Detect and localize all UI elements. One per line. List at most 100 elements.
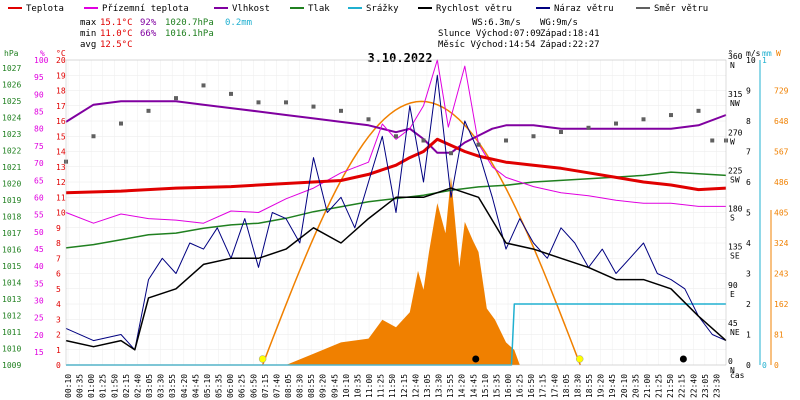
wind-speed-avg: WS:6.3m/s xyxy=(472,18,521,28)
axis-hpa-tick-13: 1022 xyxy=(2,147,21,156)
axis-temp-tick-5: 5 xyxy=(56,285,61,294)
wind-direction-point xyxy=(146,108,151,113)
axis-pct-tick-12: 75 xyxy=(34,142,44,151)
wind-direction-point xyxy=(394,134,398,139)
x-tick-30: 12:40 xyxy=(411,374,420,398)
wind-direction-point xyxy=(91,134,96,139)
axis-mm-unit: mm xyxy=(762,49,772,58)
axis-temp-tick-10: 10 xyxy=(56,209,66,218)
axis-dir-tick-7: 315 xyxy=(728,90,743,99)
axis-temp-tick-0: 0 xyxy=(56,361,61,370)
x-tick-7: 03:05 xyxy=(145,374,154,398)
axis-pct-tick-5: 40 xyxy=(34,262,44,271)
axis-dir-tick-5: 225 xyxy=(728,166,743,175)
axis-w-tick-3: 243 xyxy=(774,270,789,279)
x-tick-18: 07:40 xyxy=(272,374,281,398)
wind-direction-point xyxy=(229,91,233,96)
axis-w-tick-4: 324 xyxy=(774,239,789,248)
axis-pct-tick-15: 90 xyxy=(34,90,44,99)
x-tick-48: 20:10 xyxy=(620,374,629,398)
x-tick-38: 16:00 xyxy=(504,374,513,398)
axis-w-unit: W xyxy=(776,49,781,58)
axis-hpa-tick-18: 1027 xyxy=(2,64,21,73)
moonset-text: Západ:22:27 xyxy=(540,40,600,50)
wind-direction-point xyxy=(476,142,481,147)
axis-w-tick-0: 0 xyxy=(774,361,779,370)
sunset-text: Západ:18:41 xyxy=(540,29,600,39)
axis-dir-label-4: S xyxy=(730,214,735,223)
axis-ms-tick-2: 2 xyxy=(746,300,751,309)
wind-direction-point xyxy=(421,138,426,143)
legend-label-4: Srážky xyxy=(366,4,399,14)
x-tick-11: 04:45 xyxy=(191,374,200,398)
axis-hpa-tick-1: 1010 xyxy=(2,345,21,354)
chart-legend: Teplota Přízemní teplota Vlhkost Tlak Srážky… xyxy=(8,4,708,14)
axis-mm-tick-0: 0 xyxy=(762,361,767,370)
axis-dir-label-1: NE xyxy=(730,328,740,337)
axis-pct-tick-4: 35 xyxy=(34,279,44,288)
sun-moon-info: WS:6.3m/s WG:9m/s Slunce Východ:07:09 Zá… xyxy=(438,18,600,50)
legend-label-6: Náraz větru xyxy=(554,4,614,14)
solar-theoretical-line xyxy=(261,100,582,366)
x-tick-49: 20:35 xyxy=(631,374,640,398)
axis-pct-tick-7: 50 xyxy=(34,228,44,237)
wind-direction-point xyxy=(119,121,123,126)
x-tick-13: 05:35 xyxy=(215,374,224,398)
axis-ms-tick-3: 3 xyxy=(746,270,751,279)
axis-dir-tick-2: 90 xyxy=(728,281,738,290)
x-tick-24: 10:10 xyxy=(342,374,351,398)
x-tick-2: 01:00 xyxy=(87,374,96,398)
axis-temp-tick-1: 1 xyxy=(56,346,61,355)
sun-marker-0 xyxy=(258,355,267,363)
wind-direction-point xyxy=(201,83,206,88)
axis-dir-tick-4: 180 xyxy=(728,205,743,214)
axis-temp-tick-16: 16 xyxy=(56,117,66,126)
axis-w-tick-6: 486 xyxy=(774,178,789,187)
x-tick-28: 11:50 xyxy=(388,374,397,398)
x-tick-8: 03:30 xyxy=(157,374,166,398)
x-tick-32: 13:30 xyxy=(435,374,444,398)
axis-temp-unit: °C xyxy=(56,49,66,58)
axis-pct-tick-1: 20 xyxy=(34,331,44,340)
axis-dir-label-2: E xyxy=(730,290,735,299)
x-tick-45: 18:55 xyxy=(585,374,594,398)
axis-dir-label-8: N xyxy=(730,61,735,70)
stats-max-rain: 0.2mm xyxy=(225,18,252,28)
axis-temp-tick-11: 11 xyxy=(56,193,66,202)
x-tick-51: 21:25 xyxy=(655,374,664,398)
axis-w-tick-8: 648 xyxy=(774,117,789,126)
axis-w-tick-2: 162 xyxy=(774,300,789,309)
wind-direction-point xyxy=(366,117,371,122)
wind-direction-point xyxy=(174,96,178,101)
stats-max-press: 1020.7hPa xyxy=(165,18,214,28)
stats-max-label: max xyxy=(80,18,97,28)
chart-title: 3.10.2022 xyxy=(367,51,432,65)
axis-temp-tick-15: 15 xyxy=(56,132,66,141)
x-tick-37: 15:35 xyxy=(492,374,501,398)
axis-dir-label-5: SW xyxy=(730,175,740,184)
x-tick-27: 11:25 xyxy=(377,374,386,398)
axis-ms-tick-8: 8 xyxy=(746,117,751,126)
x-tick-54: 22:40 xyxy=(689,374,698,398)
legend-label-2: Vlhkost xyxy=(232,4,270,14)
axis-ms-tick-7: 7 xyxy=(746,148,751,157)
axis-hpa-tick-17: 1026 xyxy=(2,81,21,90)
x-tick-43: 18:05 xyxy=(562,374,571,398)
axis-ms-tick-4: 4 xyxy=(746,239,751,248)
axis-dir-unit: ° xyxy=(728,49,733,58)
axis-pct-tick-6: 45 xyxy=(34,245,44,254)
stats-min-press: 1016.1hPa xyxy=(165,29,214,39)
axis-dir-label-0: N xyxy=(730,366,735,375)
axis-dir-label-6: W xyxy=(730,137,735,146)
axis-ms-tick-9: 9 xyxy=(746,87,751,96)
axis-hpa-tick-4: 1013 xyxy=(2,295,21,304)
axis-w-tick-1: 81 xyxy=(774,331,784,340)
x-tick-16: 06:50 xyxy=(249,374,258,398)
moon-marker-3 xyxy=(679,355,687,363)
axis-hpa-tick-12: 1021 xyxy=(2,163,21,172)
x-tick-41: 17:15 xyxy=(539,374,548,398)
axis-dir-tick-6: 270 xyxy=(728,128,743,137)
x-tick-44: 18:30 xyxy=(573,374,582,398)
axis-temp-tick-2: 2 xyxy=(56,331,61,340)
